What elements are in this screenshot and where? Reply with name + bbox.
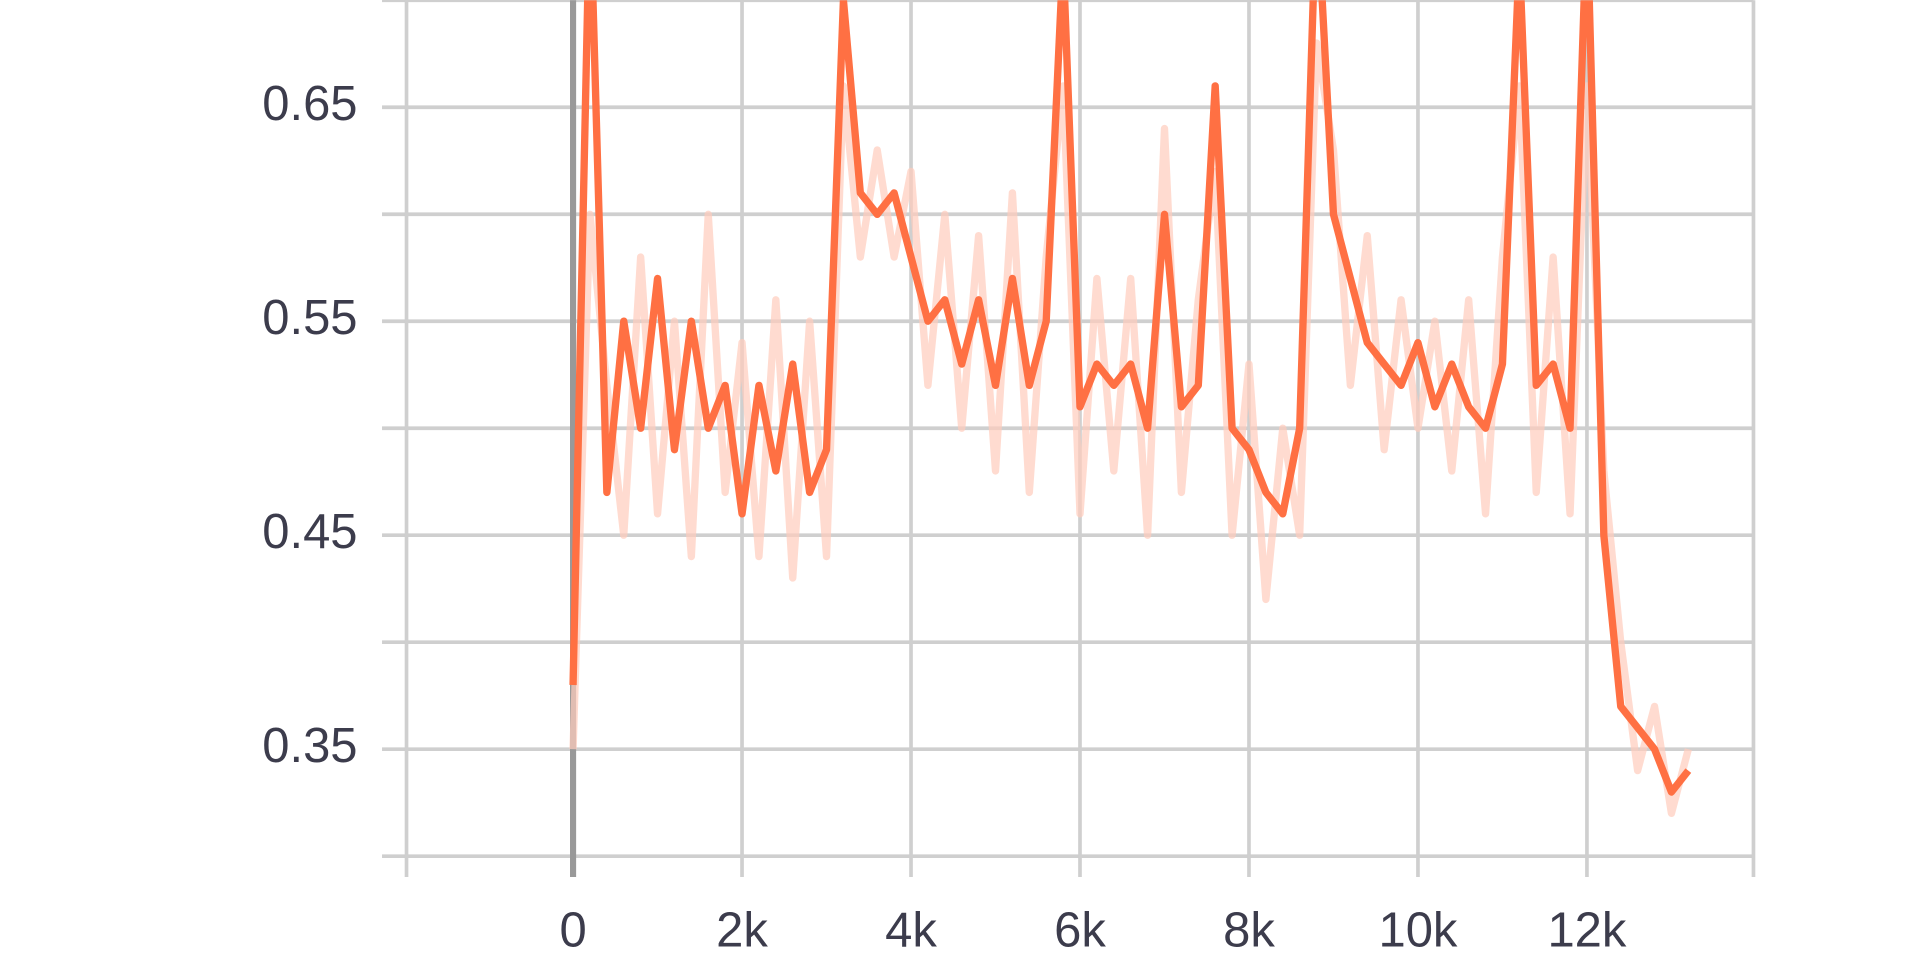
y-tick-label: 0.35 [262, 719, 357, 773]
x-tick-label: 12k [1547, 903, 1626, 957]
x-tick-label: 0 [559, 903, 586, 957]
smoothed-line [569, 0, 1692, 796]
x-tick-label: 10k [1378, 903, 1457, 957]
y-tick-label: 0.45 [262, 505, 357, 559]
x-tick-label: 4k [885, 903, 937, 957]
x-tick-label: 8k [1223, 903, 1275, 957]
y-tick-label: 0.55 [262, 291, 357, 345]
raw-line [569, 39, 1692, 818]
x-tick-label: 6k [1054, 903, 1106, 957]
y-tick-label: 0.65 [262, 77, 357, 131]
x-tick-label: 2k [716, 903, 768, 957]
plot-area [569, 0, 1692, 818]
